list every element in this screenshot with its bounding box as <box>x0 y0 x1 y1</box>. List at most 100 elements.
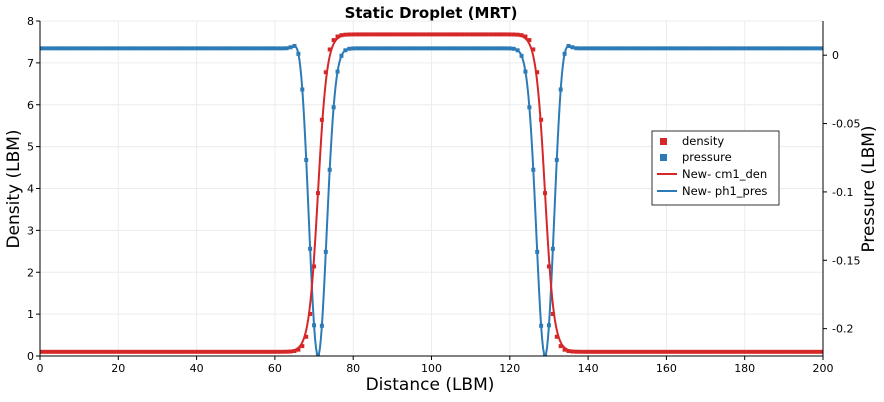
pressure-marker <box>789 46 794 51</box>
density-marker <box>793 349 798 354</box>
x-tick-label: 120 <box>499 362 520 375</box>
pressure-marker <box>218 46 223 51</box>
density-marker <box>723 349 728 354</box>
density-marker <box>699 349 704 354</box>
pressure-marker <box>742 46 747 51</box>
pressure-marker <box>680 46 685 51</box>
density-marker <box>523 34 528 39</box>
density-marker <box>546 264 551 269</box>
density-marker <box>543 191 548 196</box>
density-marker <box>515 32 520 37</box>
density-marker <box>175 349 180 354</box>
x-tick-label: 140 <box>578 362 599 375</box>
x-tick-label: 180 <box>734 362 755 375</box>
density-marker <box>550 311 555 316</box>
pressure-marker <box>378 46 383 51</box>
pressure-marker <box>754 46 759 51</box>
density-marker <box>253 349 258 354</box>
density-marker <box>182 349 187 354</box>
legend-label-density: density <box>682 134 724 148</box>
density-marker <box>96 349 101 354</box>
density-marker <box>484 32 489 37</box>
density-marker <box>319 117 324 122</box>
density-marker <box>406 32 411 37</box>
legend-label-cm1-den: New- cm1_den <box>682 167 767 181</box>
legend: density pressure New- cm1_den New- ph1_p… <box>651 130 780 206</box>
pressure-marker <box>61 46 66 51</box>
pressure-marker <box>445 46 450 51</box>
pressure-marker <box>304 157 309 162</box>
x-tick-label: 60 <box>268 362 282 375</box>
density-marker <box>413 32 418 37</box>
pressure-marker <box>660 46 665 51</box>
x-tick-label: 20 <box>111 362 125 375</box>
pressure-marker <box>312 323 317 328</box>
density-marker <box>562 347 567 352</box>
pressure-marker <box>683 46 688 51</box>
density-marker <box>233 349 238 354</box>
density-marker <box>601 349 606 354</box>
density-marker <box>789 349 794 354</box>
density-marker <box>605 349 610 354</box>
right-y-tick-label: -0.1 <box>832 186 853 199</box>
density-marker <box>198 349 203 354</box>
density-marker <box>441 32 446 37</box>
pressure-marker <box>315 353 320 356</box>
pressure-marker <box>480 46 485 51</box>
pressure-marker <box>104 46 109 51</box>
left-y-tick-label: 6 <box>27 99 34 112</box>
density-marker <box>159 349 164 354</box>
pressure-marker <box>171 46 176 51</box>
density-marker <box>417 32 422 37</box>
pressure-marker <box>633 46 638 51</box>
pressure-marker <box>636 46 641 51</box>
density-marker <box>597 349 602 354</box>
density-marker <box>582 349 587 354</box>
pressure-marker <box>128 46 133 51</box>
pressure-marker <box>323 249 328 254</box>
pressure-marker <box>613 46 618 51</box>
pressure-marker <box>186 46 191 51</box>
density-marker <box>762 349 767 354</box>
right-y-axis-label: Pressure (LBM) <box>859 125 879 252</box>
density-marker <box>229 349 234 354</box>
density-marker <box>703 349 708 354</box>
density-marker <box>186 349 191 354</box>
pressure-marker <box>437 46 442 51</box>
pressure-marker <box>276 46 281 51</box>
pressure-marker <box>546 323 551 328</box>
pressure-marker <box>687 46 692 51</box>
density-marker <box>578 349 583 354</box>
density-marker <box>124 349 129 354</box>
pressure-marker <box>558 87 563 92</box>
density-marker <box>237 349 242 354</box>
density-marker <box>566 349 571 354</box>
pressure-marker <box>96 46 101 51</box>
density-marker <box>464 32 469 37</box>
pressure-marker <box>738 46 743 51</box>
pressure-marker <box>57 46 62 51</box>
pressure-marker <box>347 46 352 51</box>
pressure-marker <box>88 46 93 51</box>
pressure-marker <box>406 46 411 51</box>
pressure-marker <box>644 46 649 51</box>
density-marker <box>163 349 168 354</box>
density-marker <box>49 349 54 354</box>
density-marker <box>421 32 426 37</box>
density-marker <box>472 32 477 37</box>
pressure-marker <box>578 46 583 51</box>
density-marker <box>359 32 364 37</box>
density-marker <box>41 349 46 354</box>
pressure-marker <box>92 46 97 51</box>
density-marker <box>210 349 215 354</box>
density-marker <box>84 349 89 354</box>
density-marker <box>335 34 340 39</box>
pressure-marker <box>531 167 536 172</box>
pressure-marker <box>386 46 391 51</box>
pressure-marker <box>308 246 313 251</box>
density-marker <box>817 349 822 354</box>
pressure-marker <box>351 46 356 51</box>
density-marker <box>640 349 645 354</box>
density-marker <box>468 32 473 37</box>
density-marker <box>214 349 219 354</box>
